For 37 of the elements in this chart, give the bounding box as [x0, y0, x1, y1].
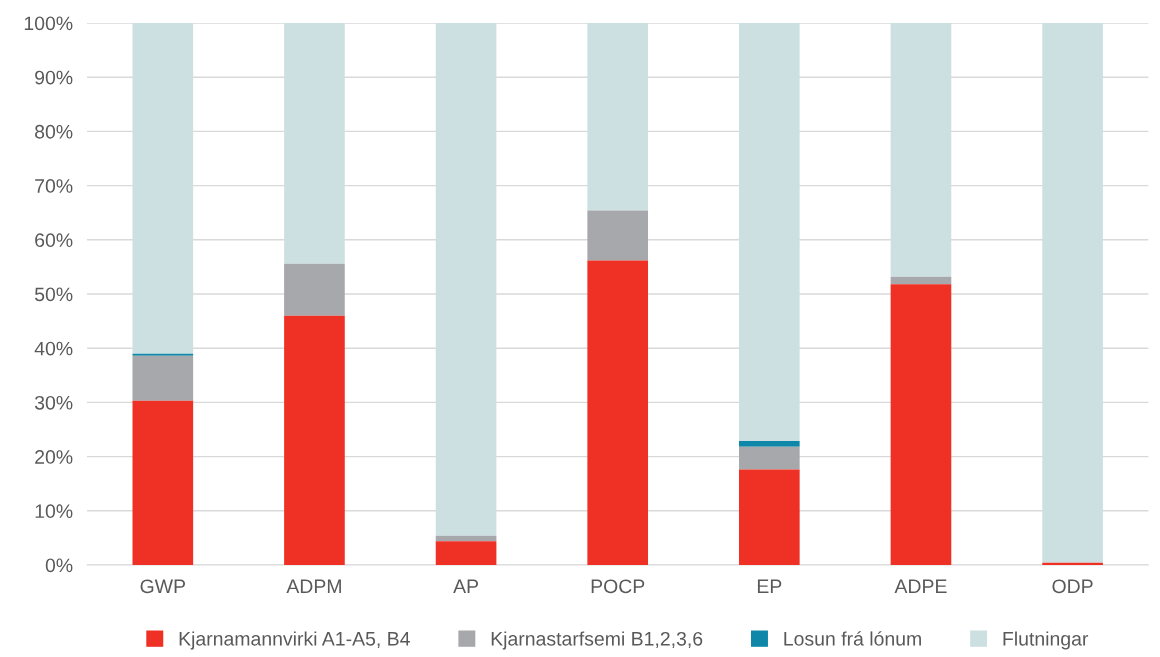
- bar: [587, 260, 649, 566]
- legend-label: Kjarnastarfsemi B1,2,3,6: [491, 631, 703, 650]
- bar: [739, 446, 800, 470]
- bar: [739, 469, 800, 566]
- x-tick-label: ADPM: [286, 579, 341, 593]
- x-tick-label: POCP: [591, 579, 645, 594]
- y-tick-label: 40%: [34, 341, 73, 356]
- bar: [1042, 562, 1103, 566]
- x-tick-label: EP: [757, 579, 782, 593]
- bar: [284, 263, 345, 316]
- y-tick-label: 100%: [24, 16, 73, 31]
- bar: [132, 355, 194, 401]
- y-tick-label: 20%: [35, 450, 73, 464]
- x-tick-label: GWP: [140, 579, 186, 594]
- legend-label: Losun frá lónum: [784, 631, 921, 646]
- bar: [890, 276, 952, 285]
- y-tick-label: 10%: [35, 504, 73, 519]
- y-tick-label: 30%: [34, 395, 73, 410]
- bar: [132, 400, 194, 566]
- legend-label: Kjarnamannvirki A1-A5, B4: [179, 631, 410, 650]
- y-tick-label: 50%: [34, 287, 73, 302]
- bar: [890, 284, 952, 566]
- bar: [435, 541, 497, 566]
- y-tick-label: 70%: [35, 179, 73, 193]
- bar: [435, 535, 497, 542]
- y-tick-label: 60%: [35, 233, 73, 248]
- bar: [284, 315, 345, 566]
- bar: [587, 210, 649, 261]
- x-tick-label: ODP: [1052, 579, 1093, 594]
- bar: [132, 353, 194, 356]
- legend-label: Flutningar: [1003, 631, 1089, 650]
- y-tick-label: 0%: [45, 558, 73, 573]
- x-tick-label: ADPE: [894, 579, 947, 593]
- y-tick-label: 80%: [35, 124, 73, 139]
- y-tick-label: 90%: [35, 70, 73, 85]
- x-tick-label: AP: [453, 579, 479, 593]
- bar: [739, 440, 800, 447]
